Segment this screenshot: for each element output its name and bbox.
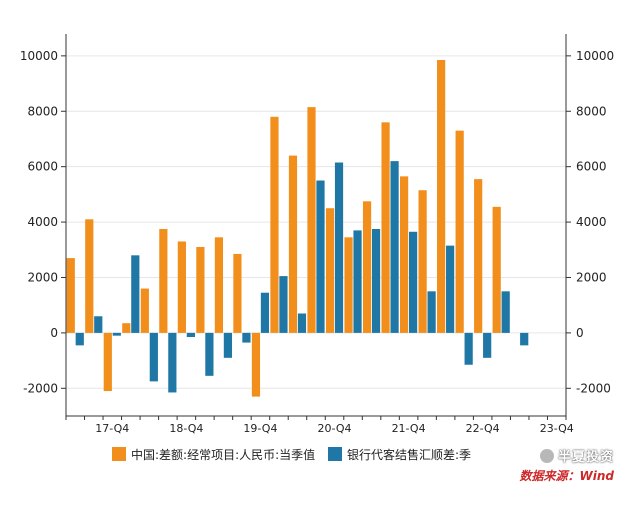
bar-current-account (474, 179, 483, 333)
bar-current-account (288, 155, 298, 333)
bar-fx-surplus (427, 291, 436, 333)
bar-fx-surplus (242, 332, 251, 343)
bar-current-account (233, 253, 242, 333)
watermark-brand: 半夏投资 (520, 446, 614, 465)
watermark: 半夏投资 数据来源：Wind (520, 446, 614, 484)
x-tick-label: 23-Q4 (540, 422, 574, 435)
y-tick-label-right: 6000 (576, 160, 607, 174)
legend-item-fx-surplus-label: 银行代客结售汇顺差:季 (347, 447, 471, 462)
bar-current-account (66, 258, 75, 333)
bar-fx-surplus (390, 161, 399, 333)
y-tick-label-right: 2000 (576, 270, 607, 284)
bar-current-account (492, 206, 501, 333)
y-tick-label-right: 4000 (576, 215, 607, 229)
bar-fx-surplus (316, 180, 325, 333)
bar-current-account (270, 116, 279, 333)
bar-current-account (344, 237, 353, 333)
bar-fx-surplus (94, 316, 103, 333)
bar-fx-surplus (464, 332, 473, 365)
bar-current-account (214, 237, 224, 333)
bar-fx-surplus (75, 332, 84, 346)
bar-current-account (437, 60, 446, 333)
bar-current-account (196, 247, 205, 333)
y-tick-label-right: 10000 (576, 49, 614, 63)
bar-current-account (177, 241, 186, 333)
grid-lines (66, 55, 566, 389)
bar-fx-surplus (149, 332, 158, 382)
bar-current-account (103, 332, 112, 392)
bar-fx-surplus (279, 276, 288, 333)
wechat-logo-icon (539, 449, 554, 463)
y-tick-label-left: 2000 (27, 270, 58, 284)
watermark-brand-text: 半夏投资 (557, 450, 614, 465)
y-tick-label-left: 8000 (27, 104, 58, 118)
x-tick-label: 18-Q4 (169, 422, 203, 435)
bar-current-account (159, 229, 168, 333)
x-tick-label: 19-Q4 (243, 422, 277, 435)
bar-fx-surplus (446, 245, 455, 333)
bar-fx-surplus (483, 332, 492, 358)
bar-fx-surplus (501, 291, 510, 333)
bar-fx-surplus (408, 231, 418, 333)
bar-current-account (122, 323, 131, 333)
y-tick-label-right: 8000 (576, 104, 607, 118)
y-tick-label-left: 0 (50, 326, 58, 340)
y-tick-label-left: 4000 (27, 215, 58, 229)
bar-fx-surplus (205, 332, 214, 376)
bar-fx-surplus (371, 229, 381, 333)
y-tick-label-right: -2000 (576, 381, 611, 395)
bar-fx-surplus (520, 332, 529, 346)
bar-fx-surplus (260, 292, 270, 333)
bar-current-account (325, 208, 335, 333)
bar-fx-surplus (334, 162, 344, 333)
bar-current-account (251, 332, 261, 397)
x-tick-label: 21-Q4 (392, 422, 426, 435)
x-tick-label: 22-Q4 (466, 422, 500, 435)
bar-current-account (140, 288, 149, 333)
legend-item-current-account-swatch (112, 447, 126, 461)
bar-fx-surplus (112, 332, 121, 336)
bar-current-account (381, 122, 390, 333)
bar-current-account (85, 219, 94, 333)
bar-fx-surplus (223, 332, 233, 358)
bars (66, 60, 529, 397)
bar-fx-surplus (353, 230, 362, 333)
data-source: 数据来源：Wind (519, 469, 614, 483)
bar-current-account (307, 107, 316, 333)
bar-fx-surplus (131, 255, 140, 333)
bar-current-account (399, 176, 409, 333)
axes: -2000 -2000 0 0 2000 2000 4000 4000 6000 6000 8000… (20, 34, 614, 435)
legend: 中国:差额:经常项目:人民币:当季值 银行代客结售汇顺差:季 (112, 447, 471, 462)
y-tick-label-right: 0 (576, 326, 584, 340)
bar-current-account (418, 190, 427, 333)
y-tick-label-left: -2000 (23, 381, 58, 395)
legend-item-fx-surplus-swatch (328, 447, 342, 461)
bar-fx-surplus (168, 332, 177, 393)
bar-fx-surplus (297, 313, 307, 333)
bar-current-account (362, 201, 372, 333)
y-tick-label-left: 6000 (27, 160, 58, 174)
x-tick-label: 20-Q4 (318, 422, 352, 435)
bar-current-account (455, 130, 464, 333)
legend-item-current-account-label: 中国:差额:经常项目:人民币:当季值 (131, 447, 315, 462)
y-tick-label-left: 10000 (20, 49, 58, 63)
bar-fx-surplus (186, 332, 195, 338)
x-tick-label: 17-Q4 (95, 422, 129, 435)
